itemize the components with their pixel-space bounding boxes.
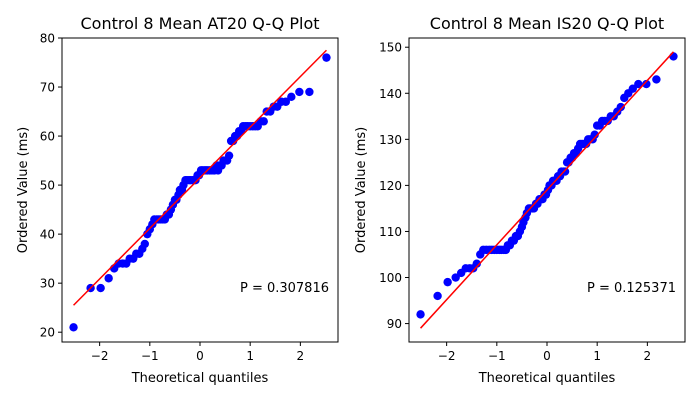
data-point <box>259 117 268 126</box>
chart-title: Control 8 Mean AT20 Q-Q Plot <box>80 14 319 33</box>
x-axis-label: Theoretical quantiles <box>478 371 616 386</box>
x-tick-label: 2 <box>297 349 305 363</box>
data-point <box>443 277 452 287</box>
x-axis-label: Theoretical quantiles <box>131 371 269 386</box>
data-point <box>295 87 304 97</box>
x-ticks: −2 −1 0 1 2 <box>438 342 651 363</box>
x-tick-label: 1 <box>593 349 601 363</box>
data-point <box>652 75 661 84</box>
p-value-annotation: P = 0.125371 <box>587 281 676 296</box>
data-point <box>634 79 643 89</box>
data-point <box>104 274 113 283</box>
y-tick-label: 150 <box>379 41 402 55</box>
fit-line-layer <box>73 49 327 306</box>
data-point <box>669 52 678 61</box>
x-tick-label: −1 <box>488 349 506 363</box>
y-ticks: 90 100 110 120 130 140 150 <box>379 41 409 331</box>
p-value-annotation: P = 0.307816 <box>240 281 329 296</box>
points-layer <box>69 53 331 332</box>
data-point <box>69 323 78 332</box>
x-tick-label: 0 <box>196 349 204 363</box>
y-tick-label: 80 <box>40 32 55 46</box>
data-point <box>616 102 625 112</box>
fit-line <box>73 49 327 306</box>
fit-line <box>419 51 675 329</box>
y-tick-label: 50 <box>40 179 55 193</box>
data-point <box>322 53 331 62</box>
y-tick-label: 90 <box>387 317 402 331</box>
data-point <box>590 130 599 139</box>
x-tick-label: 0 <box>543 349 551 363</box>
y-tick-label: 30 <box>40 277 55 291</box>
qq-plot-is20: Control 8 Mean IS20 Q-Q Plot −2 −1 0 1 2 90 1… <box>354 14 686 386</box>
y-axis-label: Ordered Value (ms) <box>16 127 31 253</box>
data-point <box>224 151 234 160</box>
fit-line-layer <box>419 51 675 329</box>
y-tick-label: 130 <box>379 133 402 147</box>
y-tick-label: 40 <box>40 228 55 242</box>
data-point <box>472 259 481 268</box>
y-tick-label: 70 <box>40 81 55 95</box>
data-point <box>433 291 442 301</box>
data-point <box>287 92 296 102</box>
chart-title: Control 8 Mean IS20 Q-Q Plot <box>430 14 664 33</box>
y-tick-label: 60 <box>40 130 55 144</box>
x-tick-label: 1 <box>246 349 254 363</box>
data-point <box>96 283 105 293</box>
y-ticks: 20 30 40 50 60 70 80 <box>40 32 62 340</box>
data-point <box>281 97 291 106</box>
data-point <box>560 167 570 176</box>
data-point <box>305 87 314 97</box>
x-tick-label: −2 <box>438 349 456 363</box>
x-tick-label: −1 <box>141 349 159 363</box>
y-axis-label: Ordered Value (ms) <box>354 127 369 253</box>
y-tick-label: 110 <box>379 225 402 239</box>
x-tick-label: −2 <box>91 349 109 363</box>
qq-plot-at20: Control 8 Mean AT20 Q-Q Plot −2 −1 0 1 2 20 3… <box>16 14 339 386</box>
data-point <box>628 84 638 93</box>
y-tick-label: 120 <box>379 179 402 193</box>
y-tick-label: 20 <box>40 326 55 340</box>
y-tick-label: 100 <box>379 271 402 285</box>
x-ticks: −2 −1 0 1 2 <box>91 342 304 363</box>
data-point <box>451 273 460 282</box>
x-tick-label: 2 <box>644 349 652 363</box>
y-tick-label: 140 <box>379 87 402 101</box>
data-point <box>416 310 425 319</box>
data-point <box>140 239 149 249</box>
data-point <box>642 79 651 89</box>
